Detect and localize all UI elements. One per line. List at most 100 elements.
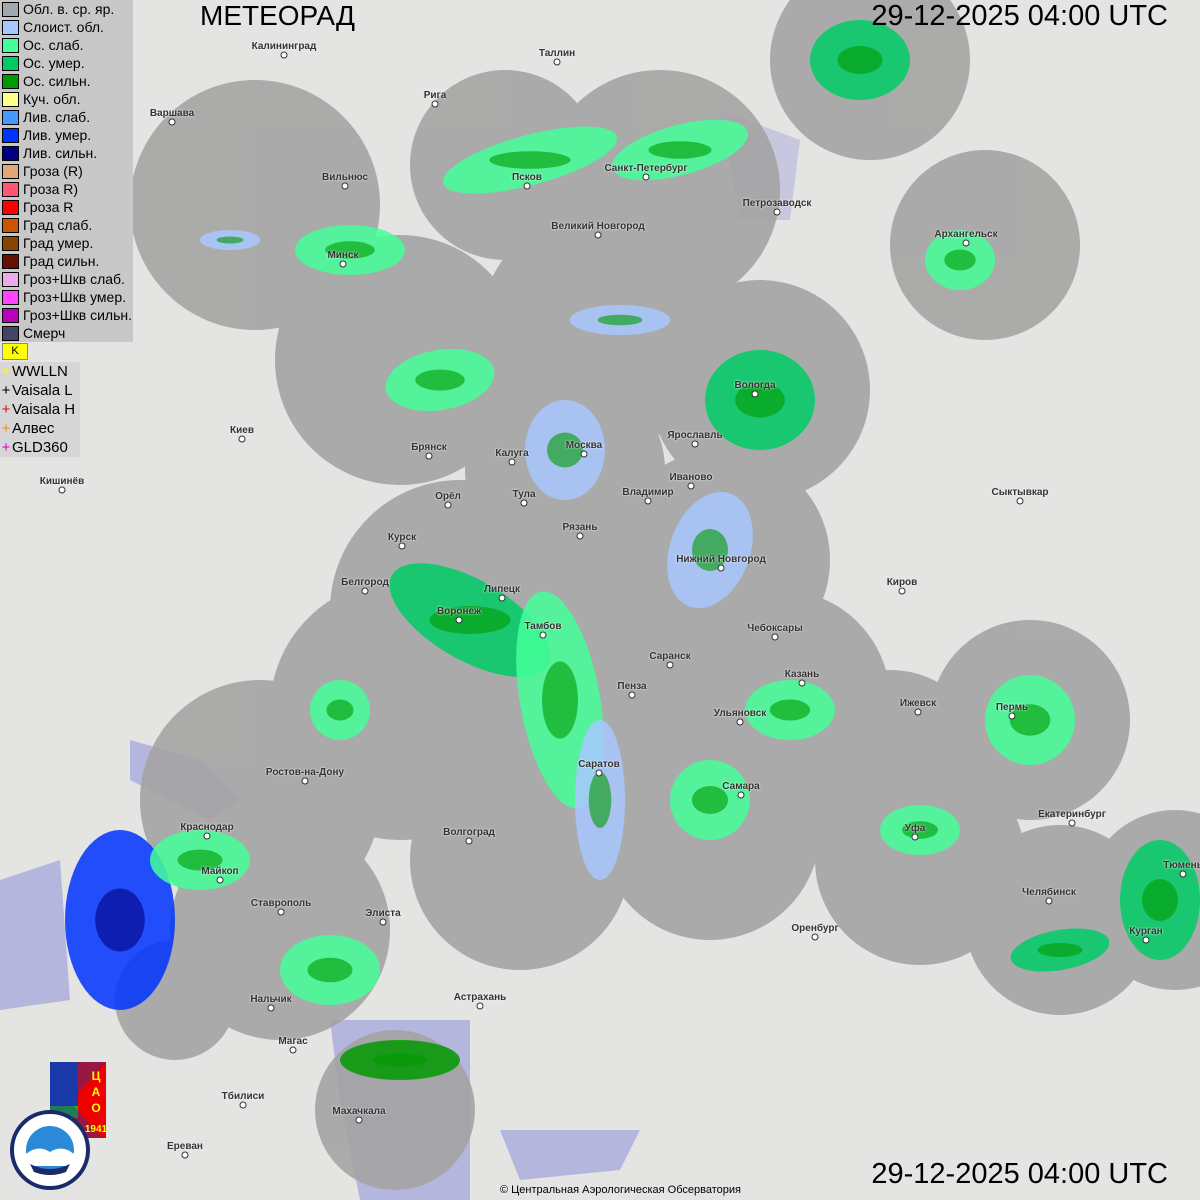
city-marker [1045, 897, 1053, 905]
city-label: Саранск [649, 651, 691, 662]
city-label: Кишинёв [39, 476, 85, 487]
svg-text:1941: 1941 [85, 1124, 106, 1135]
city-marker [539, 631, 547, 639]
precipitation-core [547, 432, 583, 468]
precipitation-core [769, 699, 811, 721]
lightning-network-item: + WWLLN [0, 362, 80, 381]
city-label: Казань [784, 669, 820, 680]
city-label: Ростов-на-Дону [265, 767, 345, 778]
legend-label: Обл. в. ср. яр. [23, 1, 115, 17]
city-label: Ульяновск [713, 708, 767, 719]
city-label: Уфа [904, 823, 926, 834]
city-label: Пермь [995, 702, 1029, 713]
city-marker [444, 501, 452, 509]
precipitation-core [1009, 704, 1051, 736]
precipitation [65, 20, 1200, 1080]
legend-swatch [2, 325, 19, 341]
city-label: Тбилиси [221, 1091, 265, 1102]
legend-item: Град умер. [0, 234, 133, 252]
legend-label: Град слаб. [23, 217, 93, 233]
precipitation-core [588, 772, 612, 828]
city-label: Махачкала [332, 1106, 386, 1117]
city-label: Белгород [341, 577, 389, 588]
city-marker [280, 51, 288, 59]
legend-item: Лив. умер. [0, 126, 133, 144]
svg-text:О: О [91, 1101, 100, 1115]
city-marker [523, 182, 531, 190]
city-marker [898, 587, 906, 595]
city-label: Самара [722, 781, 760, 792]
lightning-network-item: + Vaisala L [0, 381, 80, 400]
lightning-network-label: Vaisala H [12, 401, 76, 418]
legend-item: Ос. сильн. [0, 72, 133, 90]
city-marker [962, 239, 970, 247]
city-label: Курск [387, 532, 417, 543]
city-marker [455, 616, 463, 624]
city-label: Ереван [167, 1141, 203, 1152]
lightning-network-label: WWLLN [12, 363, 68, 380]
legend-swatch [2, 91, 19, 107]
city-marker [595, 769, 603, 777]
legend-label: Куч. обл. [23, 91, 81, 107]
precipitation-core [735, 382, 785, 418]
city-marker [301, 777, 309, 785]
city-marker [1008, 712, 1016, 720]
precipitation-core [95, 888, 145, 952]
legend-item: Гроза R [0, 198, 133, 216]
legend-label: Лив. умер. [23, 127, 92, 143]
precipitation-legend: Обл. в. ср. яр. Слоист. обл. Ос. слаб. Ос. … [0, 0, 133, 342]
city-marker [1068, 819, 1076, 827]
city-marker [238, 435, 246, 443]
city-marker [736, 718, 744, 726]
page-title: МЕТЕОРАД [200, 0, 355, 31]
legend-label: Гроза R) [23, 181, 79, 197]
city-marker [628, 691, 636, 699]
city-label: Варшава [149, 108, 195, 119]
city-marker [594, 231, 602, 239]
lightning-cross-icon: + [1, 439, 11, 456]
lightning-toggle[interactable]: K [2, 343, 28, 360]
precipitation-core [692, 529, 728, 571]
city-label: Краснодар [180, 822, 234, 833]
city-label: Иваново [669, 472, 713, 483]
city-marker [737, 791, 745, 799]
precipitation-core [415, 369, 465, 391]
city-marker [751, 390, 759, 398]
city-marker [239, 1101, 247, 1109]
legend-swatch [2, 127, 19, 143]
lightning-network-label: Vaisala L [12, 382, 73, 399]
city-marker [644, 497, 652, 505]
city-marker [216, 876, 224, 884]
legend-item: Лив. слаб. [0, 108, 133, 126]
legend-label: Лив. слаб. [23, 109, 91, 125]
legend-swatch [2, 1, 19, 17]
svg-text:А: А [92, 1085, 101, 1099]
city-marker [465, 837, 473, 845]
legend-item: Слоист. обл. [0, 18, 133, 36]
legend-swatch [2, 307, 19, 323]
city-marker [911, 833, 919, 841]
legend-item: Ос. слаб. [0, 36, 133, 54]
city-marker [498, 594, 506, 602]
city-label: Воронеж [436, 606, 482, 617]
lightning-network-item: + Алвес [0, 419, 80, 438]
lightning-legend: + WWLLN + Vaisala L + Vaisala H + Алвес + GLD360 [0, 362, 80, 457]
legend-item: Обл. в. ср. яр. [0, 0, 133, 18]
legend-label: Гроза R [23, 199, 74, 215]
timestamp-bottom: 29-12-2025 04:00 UTC [871, 1158, 1168, 1190]
city-label: Минск [327, 250, 359, 261]
timestamp-top: 29-12-2025 04:00 UTC [871, 0, 1168, 32]
city-label: Рига [423, 90, 447, 101]
city-label: Калининград [251, 41, 317, 52]
legend-item: Гроза (R) [0, 162, 133, 180]
city-label: Саратов [578, 759, 620, 770]
legend-swatch [2, 217, 19, 233]
city-marker [717, 564, 725, 572]
city-label: Ижевск [899, 698, 937, 709]
city-marker [508, 458, 516, 466]
city-label: Курган [1129, 926, 1163, 937]
city-marker [691, 440, 699, 448]
legend-label: Лив. сильн. [23, 145, 98, 161]
city-label: Волгоград [443, 827, 495, 838]
